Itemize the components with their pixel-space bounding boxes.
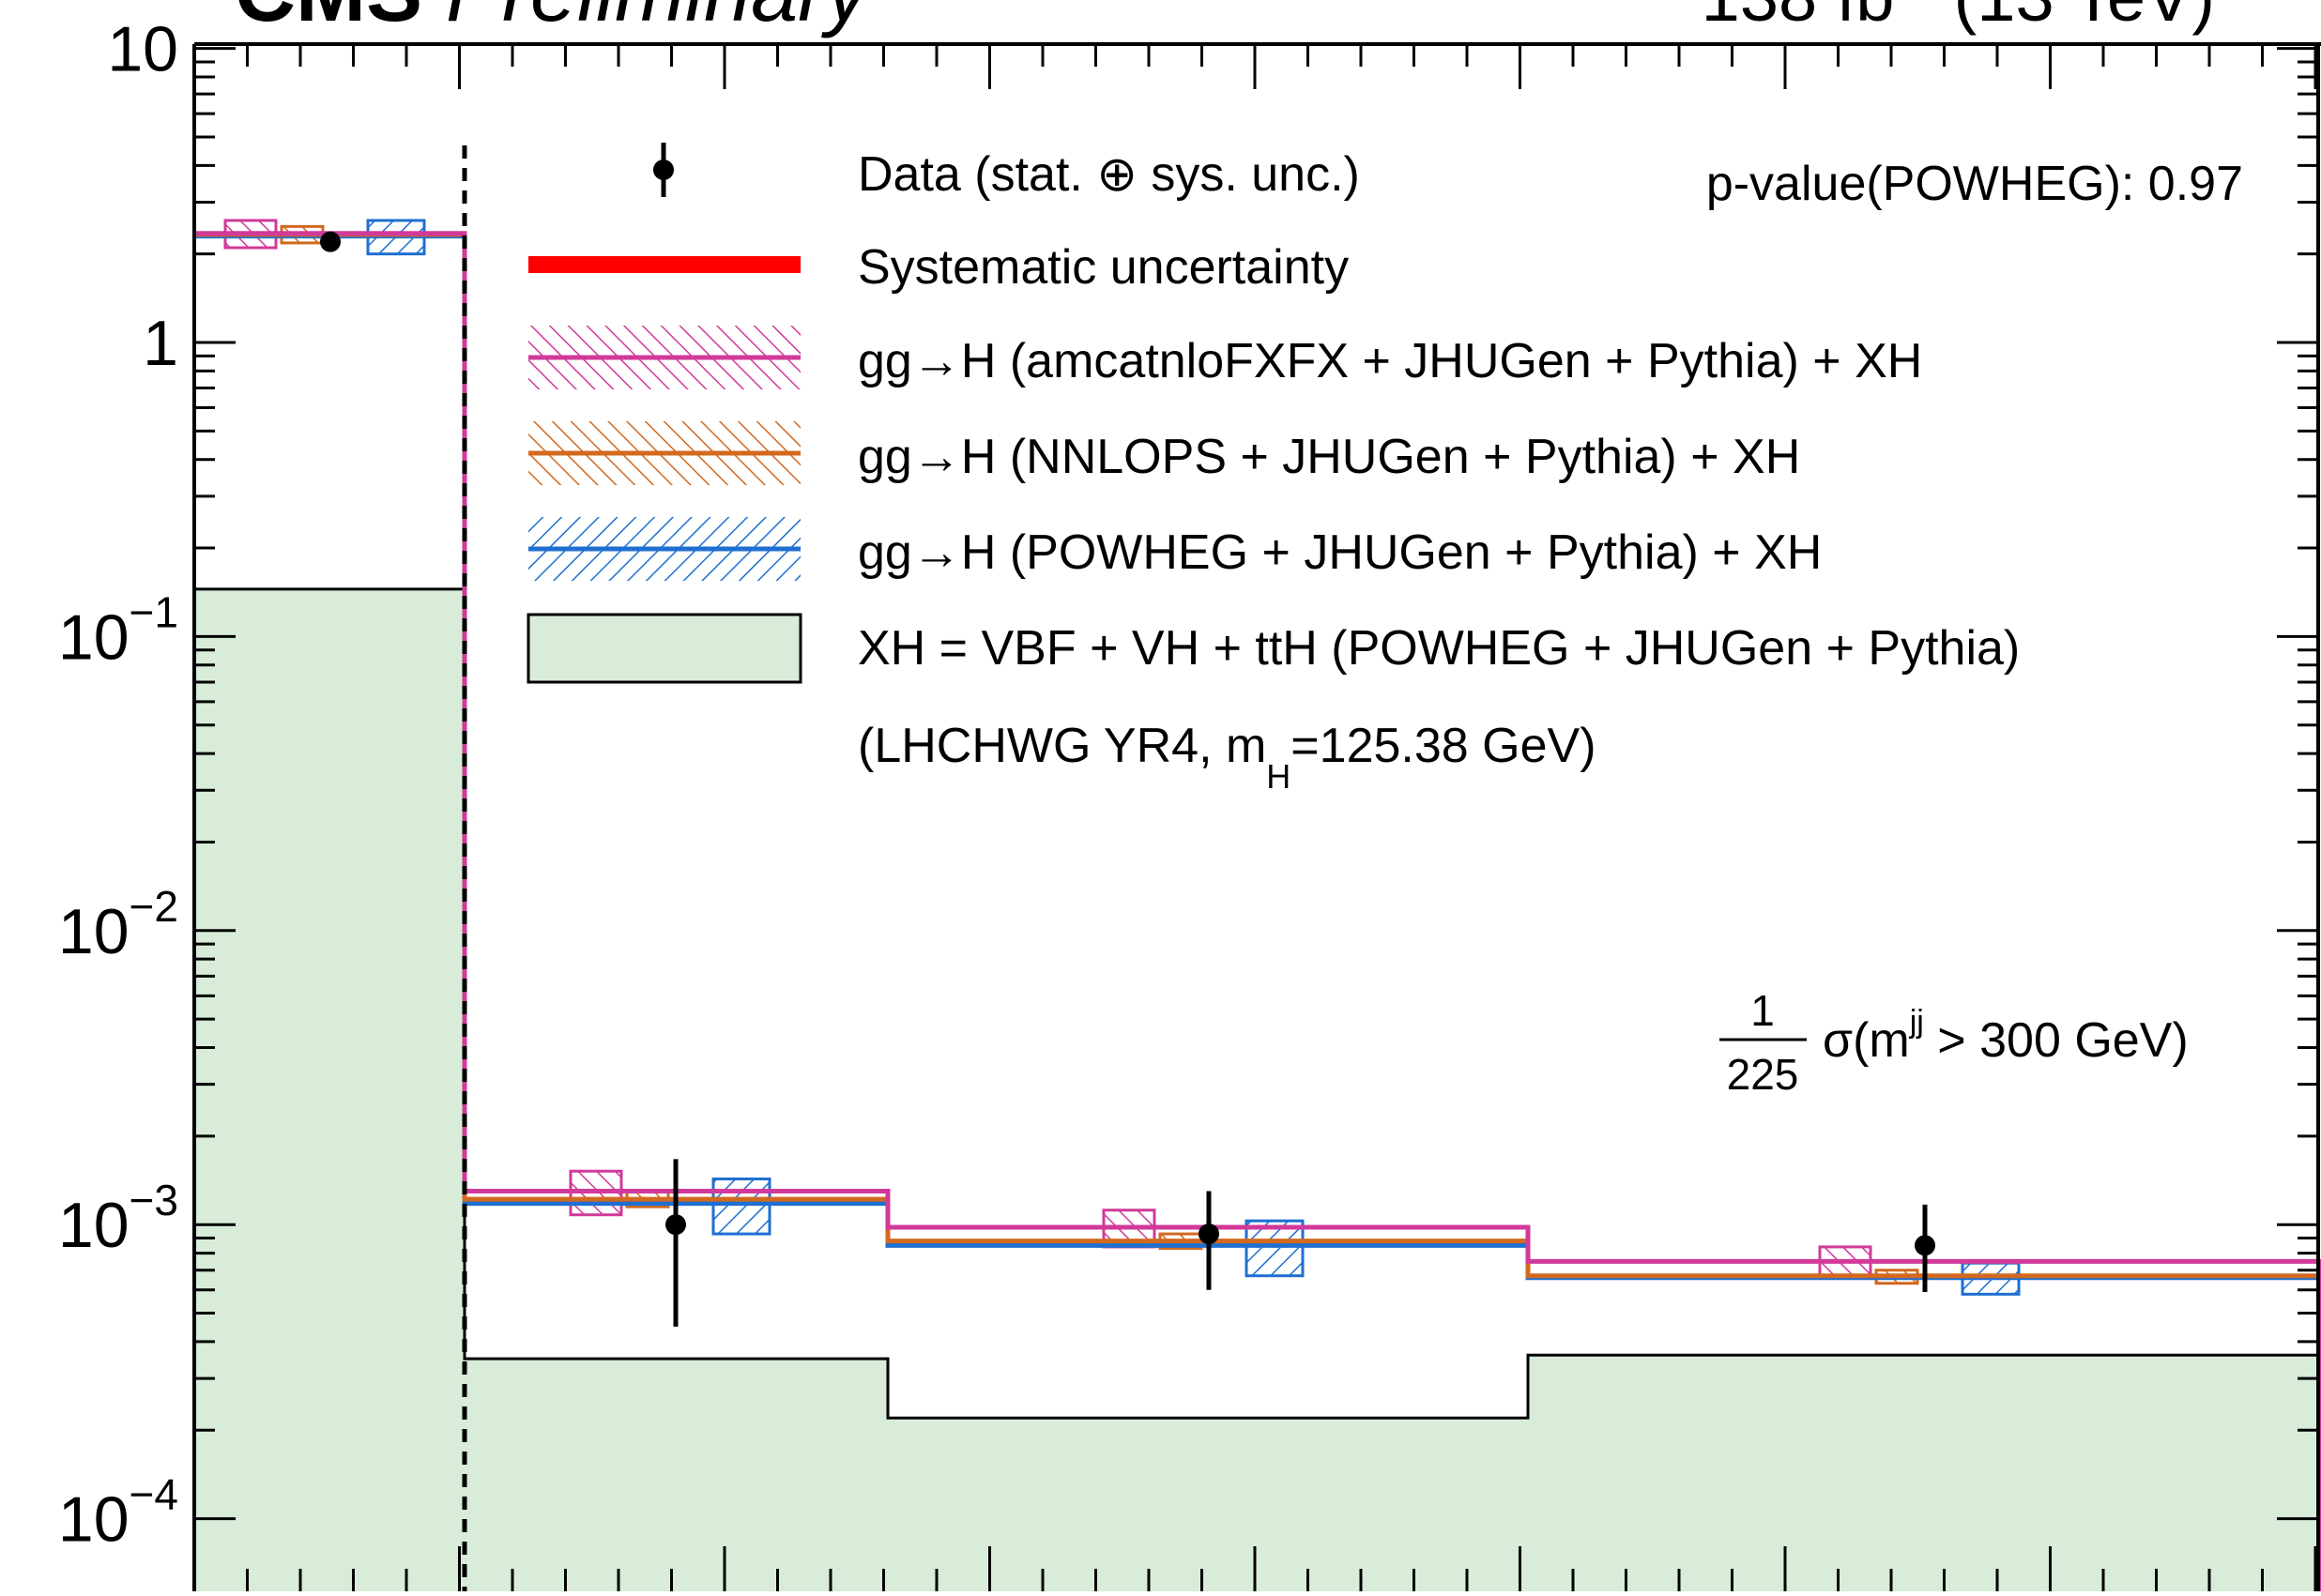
xh-bin-1 [194,588,465,1591]
legend-entry-5: XH = VBF + VH + ttH (POWHEG + JHUGen + P… [858,621,2020,676]
y-tick-label-3: 10−2 [58,882,178,967]
y-tick-label-base: 10 [58,1190,130,1261]
y-tick-label-base: 1 [143,308,178,379]
status-label: Preliminary [422,0,873,39]
y-tick-label-0: 10 [107,14,178,85]
legend-note-suffix: =125.38 GeV) [1290,719,1596,773]
annotation-text-suffix: > 300 GeV) [1924,1013,2189,1068]
y-tick-label-base: 10 [107,14,178,85]
data-point-2 [665,1214,686,1236]
legend-systematic-swatch [528,256,801,273]
legend-note-prefix: (LHCHWG YR4, m [858,719,1266,773]
annotation-numerator: 1 [1750,986,1775,1035]
lumi-label: 138 fb [1702,0,1895,36]
y-tick-label-exp: −4 [130,1470,178,1519]
axes-frame-layer [192,42,2321,1591]
y-tick-label-base: 10 [58,1484,130,1556]
legend-note: (LHCHWG YR4, mH=125.38 GeV) [858,719,1596,796]
xh-bin-2 [465,1359,888,1591]
xh-bin-3 [888,1418,1528,1591]
annotation-text: σ(mjj > 300 GeV) [1823,1004,2189,1068]
y-tick-label-exp: −1 [130,587,178,636]
legend-xh-swatch [527,613,802,684]
legend-data-marker [653,160,674,180]
y-tick-label-base: 10 [58,601,130,673]
y-tick-label-exp: −2 [130,882,178,931]
uncertainty-box-s3-b2 [711,1178,771,1236]
annotation-text-sup: jj [1909,1004,1924,1040]
y-tick-label-base: 10 [58,896,130,967]
lumi-exponent: -1 [1894,0,1934,3]
legend-entry-1: Systematic uncertainty [858,240,1349,295]
y-tick-label-exp: −3 [130,1176,178,1224]
energy-label: (13 TeV) [1934,0,2215,36]
xh-bin-4 [1528,1355,2321,1591]
legend-entry-2: gg→H (amcatnloFXFX + JHUGen + Pythia) + … [858,334,1922,388]
uncertainty-box-s3-b3 [1244,1219,1305,1278]
annotation-text-prefix: σ(m [1823,1013,1910,1068]
data-point-3 [1199,1224,1219,1245]
data-point-4 [1915,1235,1935,1256]
experiment-label: CMS [235,0,422,39]
annotation-denominator: 225 [1727,1050,1799,1099]
legend-entry-3: gg→H (NNLOPS + JHUGen + Pythia) + XH [858,430,1800,484]
y-tick-label-1: 1 [143,308,178,379]
legend-note-sub: H [1266,757,1290,796]
xh-histogram-layer [194,587,2321,1591]
y-tick-label-5: 10−4 [58,1470,178,1556]
y-tick-label-4: 10−3 [58,1176,178,1261]
data-point-layer [320,231,1935,1327]
header-right: 138 fb-1 (13 TeV) [1702,0,2215,36]
legend-entry-0: Data (stat. ⊕ sys. unc.) [858,147,1360,202]
y-tick-label-2: 10−1 [58,587,178,673]
header-left: CMS Preliminary [235,0,873,39]
legend-entry-4: gg→H (POWHEG + JHUGen + Pythia) + XH [858,525,1822,580]
data-point-1 [320,231,341,252]
pvalue-label: p-value(POWHEG): 0.97 [1706,157,2243,211]
